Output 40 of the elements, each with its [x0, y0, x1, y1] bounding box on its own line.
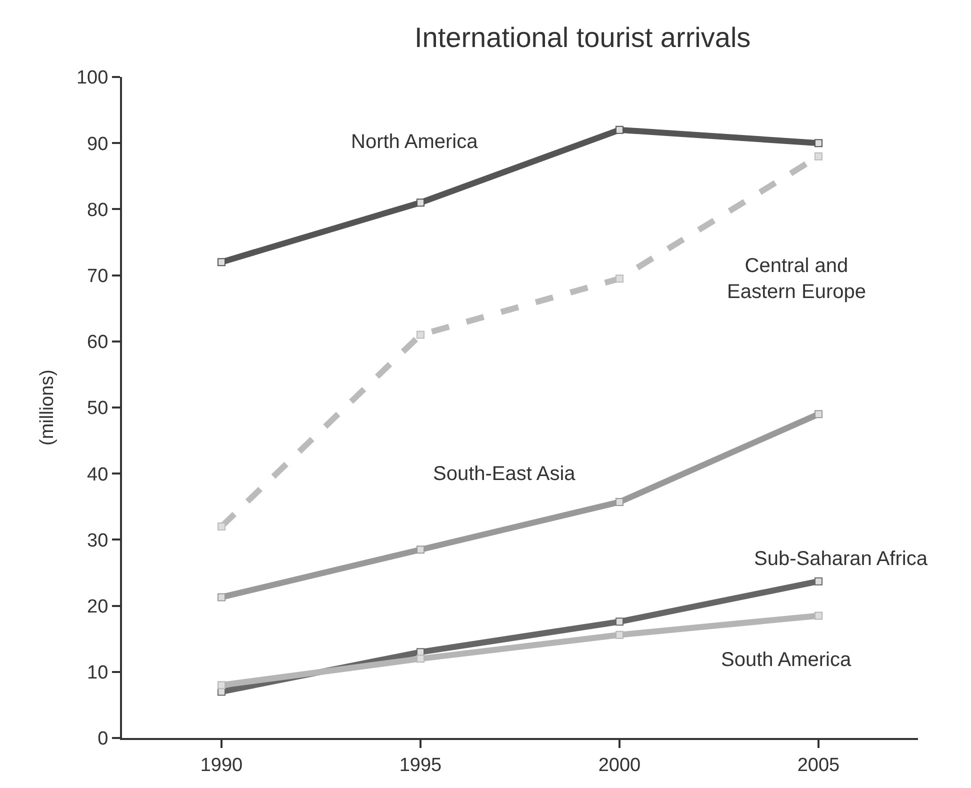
series-label: South America [721, 649, 852, 671]
series-label: North America [351, 131, 479, 153]
point [416, 654, 424, 663]
point [616, 126, 624, 134]
point [616, 274, 624, 283]
point [416, 198, 424, 207]
y-tick-label: 20 [87, 596, 108, 618]
point [416, 330, 424, 339]
series-label: Central and Eastern Europe [727, 255, 866, 303]
point [218, 258, 226, 266]
x-tick-label: 2005 [797, 754, 840, 776]
point [616, 630, 624, 639]
y-tick-label: 90 [87, 134, 108, 155]
y-tick-label: 50 [87, 398, 108, 420]
y-tick-label: 60 [87, 332, 108, 354]
y-tick-label: 10 [87, 662, 108, 684]
series-label: Sub-Saharan Africa [754, 548, 928, 570]
y-tick-label: 30 [87, 530, 108, 552]
point [616, 618, 624, 626]
y-axis-title: (millions) [36, 370, 58, 446]
point [814, 577, 822, 586]
x-tick-label: 1995 [399, 754, 442, 776]
y-tick-label: 70 [87, 266, 108, 287]
x-tick-label: 2000 [598, 754, 641, 776]
y-tick-label: 40 [87, 464, 108, 486]
point [218, 593, 226, 602]
point [218, 681, 226, 690]
point [814, 139, 822, 148]
x-tick-label: 1990 [200, 754, 243, 776]
point [814, 612, 822, 620]
point [416, 546, 424, 554]
y-tick-label: 80 [87, 200, 108, 221]
series-label: South-East Asia [433, 463, 576, 485]
point [814, 410, 822, 418]
y-tick-label: 0 [98, 728, 108, 750]
point [218, 522, 226, 530]
point [814, 152, 822, 160]
point [616, 498, 624, 506]
y-tick-label: 100 [76, 68, 108, 89]
chart-title: International tourist arrivals [414, 22, 751, 54]
